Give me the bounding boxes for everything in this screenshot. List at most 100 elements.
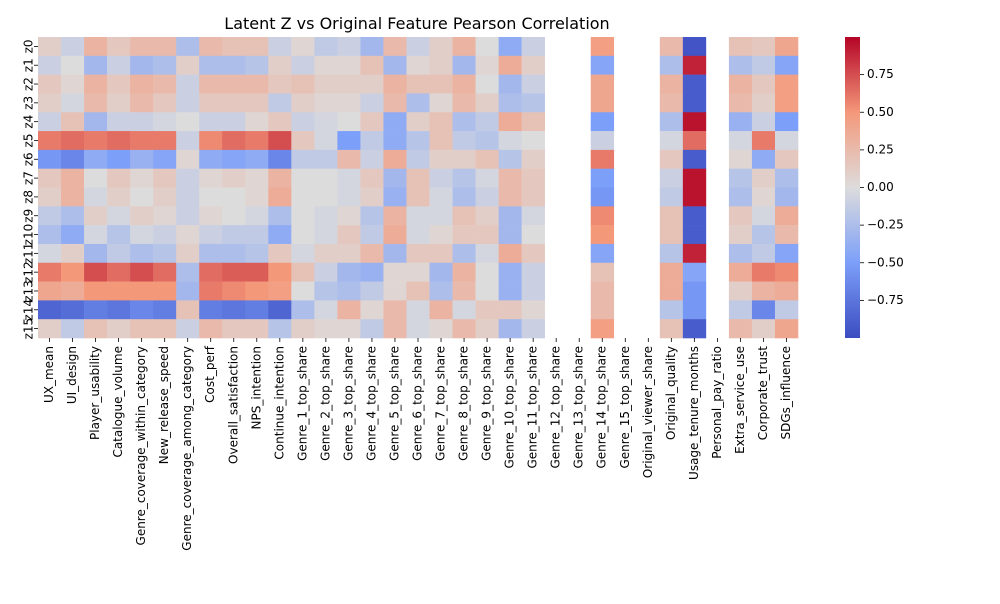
heatmap-cell (751, 55, 776, 75)
heatmap-cell (521, 206, 545, 226)
heatmap-cell (590, 93, 615, 113)
heatmap-cell (774, 149, 799, 169)
heatmap-cell (130, 281, 154, 301)
column-tick-label: Genre_7_top_share (434, 346, 448, 461)
heatmap-cell (475, 112, 499, 132)
heatmap-cell (61, 149, 85, 169)
heatmap-cell (452, 149, 476, 169)
heatmap-cell (84, 206, 108, 226)
heatmap-cell (291, 319, 315, 339)
heatmap-cell (590, 55, 615, 75)
heatmap-cell (84, 225, 108, 245)
heatmap-cell (199, 319, 223, 339)
heatmap-cell (268, 112, 292, 132)
heatmap-cell (176, 74, 200, 94)
heatmap-cell (406, 55, 430, 75)
heatmap-cell (199, 243, 223, 264)
heatmap-cell (728, 262, 753, 282)
heatmap-cell (153, 149, 177, 169)
heatmap-cell (222, 262, 246, 282)
heatmap-cell (199, 187, 223, 207)
heatmap-cell (659, 262, 684, 282)
heatmap-cell (590, 206, 615, 226)
colorbar-tick-label: −0.75 (867, 293, 904, 307)
heatmap-cell (84, 37, 108, 57)
heatmap-cell (176, 187, 200, 207)
row-tick-label: z4 (21, 115, 35, 129)
heatmap-cell (107, 168, 131, 188)
heatmap-cell (291, 281, 315, 301)
heatmap-cell (383, 112, 407, 132)
heatmap-cell (429, 262, 453, 282)
heatmap-cell (176, 206, 200, 226)
heatmap-cell (176, 93, 200, 113)
heatmap-cell (751, 131, 776, 151)
heatmap-cell (291, 300, 315, 320)
heatmap-cell (268, 168, 292, 188)
heatmap-cell (337, 206, 361, 226)
heatmap-cell (61, 243, 85, 264)
heatmap-cell (176, 37, 200, 57)
heatmap-cell (61, 74, 85, 94)
heatmap-cell (360, 55, 384, 75)
heatmap-cell (590, 225, 615, 245)
heatmap-cell (268, 206, 292, 226)
heatmap-cell (498, 93, 522, 113)
heatmap-cell (107, 281, 131, 301)
heatmap-cell (337, 262, 361, 282)
heatmap-cell (498, 74, 522, 94)
heatmap-cell (268, 131, 292, 151)
heatmap-cell (268, 281, 292, 301)
heatmap-cell (751, 206, 776, 226)
heatmap-cell (314, 149, 338, 169)
heatmap-cell (61, 262, 85, 282)
heatmap-cell (245, 187, 269, 207)
heatmap-cell (521, 262, 545, 282)
heatmap-cell (291, 37, 315, 57)
heatmap-cell (659, 281, 684, 301)
heatmap-cell (406, 131, 430, 151)
heatmap-cell (682, 187, 707, 207)
colorbar: 0.75 0.50 0.25 0.00 −0.25 −0.50 −0.75 (845, 37, 904, 338)
heatmap-cell (452, 37, 476, 57)
heatmap-cell (498, 206, 522, 226)
heatmap-cell (383, 243, 407, 264)
heatmap-cell (406, 300, 430, 320)
heatmap-cell (406, 225, 430, 245)
colorbar-tick-label: 0.50 (867, 105, 894, 119)
heatmap-cell (521, 112, 545, 132)
column-tick-label: Genre_6_top_share (411, 346, 425, 461)
heatmap-cell (521, 300, 545, 320)
row-tick-label: z15 (22, 318, 36, 340)
heatmap-cell (337, 281, 361, 301)
heatmap-cell (406, 243, 430, 264)
heatmap-cell (429, 112, 453, 132)
colorbar-tick-label: 0.25 (867, 142, 894, 156)
heatmap-cell (153, 93, 177, 113)
heatmap-cell (406, 319, 430, 339)
column-tick-label: NPS_intention (249, 346, 263, 429)
heatmap-cell (314, 262, 338, 282)
heatmap-cell (314, 74, 338, 94)
heatmap-cell (406, 93, 430, 113)
heatmap-cell (176, 243, 200, 264)
heatmap-cell (38, 243, 62, 264)
heatmap-cell (84, 74, 108, 94)
heatmap-cell (590, 37, 615, 57)
heatmap-cell (360, 281, 384, 301)
column-tick-label: Genre_10_top_share (503, 346, 517, 469)
heatmap-cell (291, 93, 315, 113)
heatmap-cell (199, 131, 223, 151)
heatmap-cell (498, 187, 522, 207)
heatmap-cell (751, 262, 776, 282)
heatmap-cell (268, 225, 292, 245)
column-tick-label: Genre_5_top_share (387, 346, 401, 461)
heatmap-cell (590, 262, 615, 282)
heatmap-cell (682, 262, 707, 282)
heatmap-cell (728, 55, 753, 75)
heatmap-cell (84, 300, 108, 320)
heatmap-cell (199, 281, 223, 301)
heatmap-cell (130, 300, 154, 320)
heatmap-cell (222, 93, 246, 113)
